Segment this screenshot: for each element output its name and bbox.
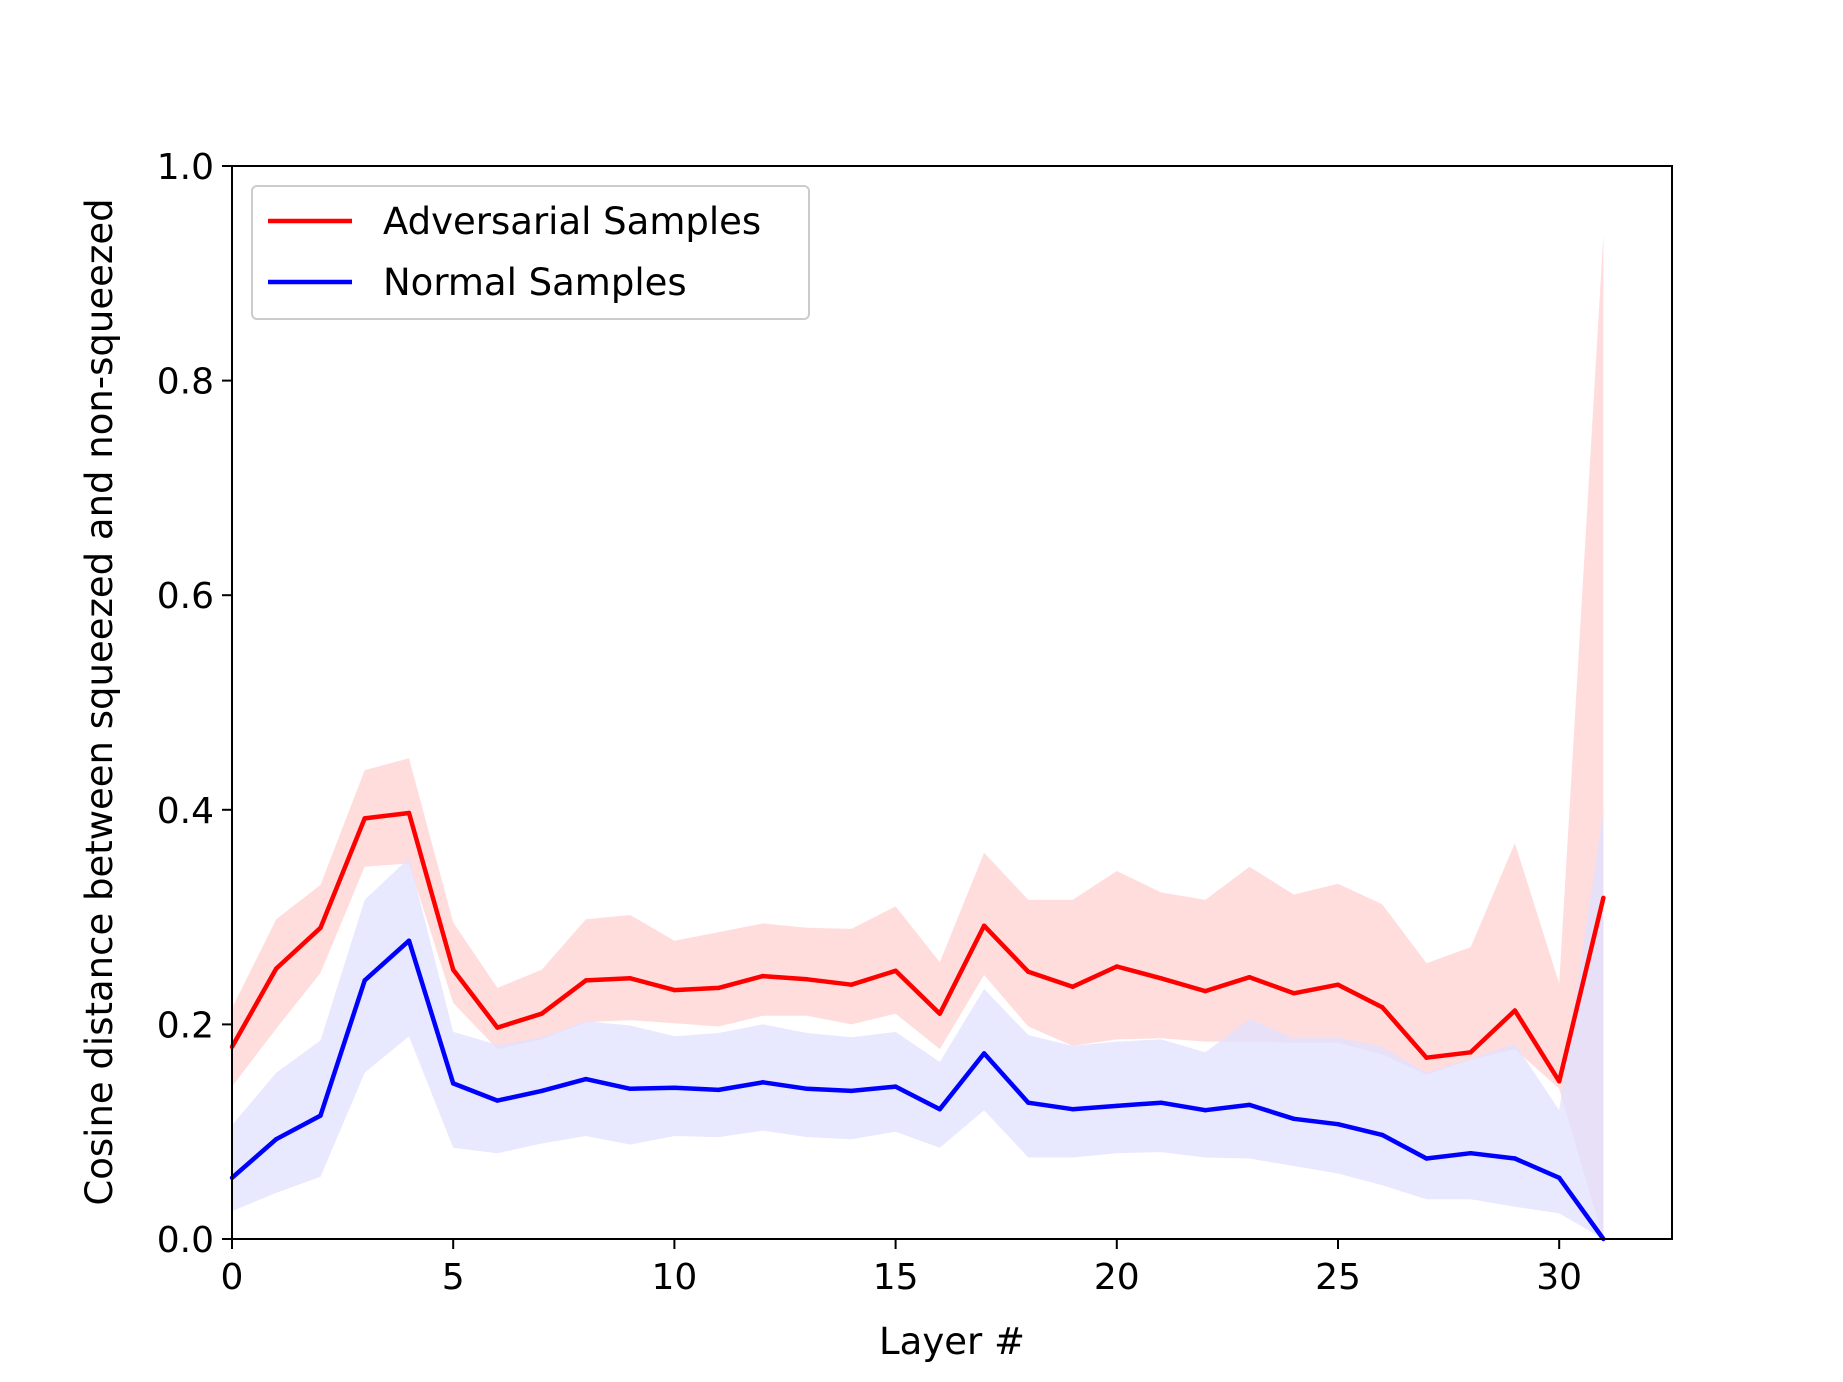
y-axis: 0.0 0.2 0.4 0.6 0.8 1.0 bbox=[157, 147, 232, 1261]
adversarial-samples-point bbox=[760, 973, 766, 979]
x-tick-label: 30 bbox=[1536, 1257, 1582, 1298]
adversarial-samples-point bbox=[1291, 991, 1297, 996]
y-tick-label: 0.4 bbox=[157, 791, 214, 832]
adversarial-samples-point bbox=[1380, 1005, 1385, 1010]
adversarial-samples-point bbox=[274, 966, 279, 971]
adversarial-samples-point bbox=[1026, 969, 1031, 974]
adversarial-samples-point bbox=[716, 985, 721, 991]
adversarial-samples-point bbox=[849, 982, 854, 987]
normal-samples-point bbox=[628, 1086, 633, 1092]
normal-samples-point bbox=[849, 1088, 854, 1094]
adversarial-samples-point bbox=[583, 978, 589, 983]
normal-samples-point bbox=[1026, 1100, 1031, 1105]
normal-samples-point bbox=[760, 1080, 766, 1085]
x-axis: 0 5 10 15 20 25 30 bbox=[221, 1239, 1582, 1298]
adversarial-samples-point bbox=[893, 968, 898, 973]
legend-label-normal-samples: Normal Samples bbox=[383, 261, 687, 304]
adversarial-samples-point bbox=[628, 976, 633, 981]
x-tick-label: 5 bbox=[442, 1257, 465, 1298]
legend: Adversarial Samples Normal Samples bbox=[251, 185, 810, 320]
normal-samples-point bbox=[1424, 1156, 1429, 1161]
normal-samples-point bbox=[1203, 1108, 1208, 1113]
normal-samples-point bbox=[583, 1076, 589, 1082]
y-axis-label: Cosine distance between squeezed and non… bbox=[78, 198, 121, 1205]
normal-samples-point bbox=[1380, 1132, 1385, 1138]
adversarial-samples-point bbox=[318, 925, 323, 930]
adversarial-samples-point bbox=[1512, 1008, 1518, 1013]
normal-samples-point bbox=[981, 1051, 987, 1056]
x-tick-label: 20 bbox=[1094, 1257, 1140, 1298]
normal-samples-point bbox=[672, 1085, 677, 1090]
normal-samples-point bbox=[539, 1088, 544, 1094]
adversarial-samples-point bbox=[1158, 976, 1164, 981]
adversarial-samples-point bbox=[495, 1025, 500, 1030]
adversarial-samples-point bbox=[1601, 895, 1606, 900]
x-tick-label: 25 bbox=[1315, 1257, 1361, 1298]
normal-samples-point bbox=[274, 1137, 279, 1142]
normal-samples-point bbox=[1557, 1175, 1562, 1181]
y-tick-label: 1.0 bbox=[157, 147, 214, 188]
normal-samples-point bbox=[1291, 1116, 1297, 1122]
adversarial-samples-point bbox=[1203, 988, 1208, 994]
x-axis-label: Layer # bbox=[879, 1320, 1025, 1363]
adversarial-samples-point bbox=[451, 967, 456, 972]
series-lines bbox=[229, 810, 1606, 1242]
y-tick-label: 0.0 bbox=[157, 1220, 214, 1261]
legend-box bbox=[251, 185, 810, 320]
adversarial-samples-point bbox=[1557, 1079, 1562, 1084]
plot-frame bbox=[231, 165, 1673, 1240]
x-tick-label: 10 bbox=[651, 1257, 697, 1298]
adversarial-samples-point bbox=[362, 816, 367, 821]
normal-samples-point bbox=[1468, 1151, 1473, 1156]
adversarial-samples-point bbox=[1424, 1055, 1429, 1060]
normal-samples-point bbox=[1114, 1103, 1120, 1109]
normal-samples-point bbox=[893, 1084, 898, 1089]
normal-samples-band bbox=[232, 809, 1604, 1239]
adversarial-samples-line bbox=[230, 810, 1606, 1084]
normal-samples-line bbox=[230, 938, 1606, 1241]
adversarial-samples-point bbox=[981, 923, 987, 928]
normal-samples-point bbox=[1512, 1156, 1518, 1161]
x-tick-label: 0 bbox=[221, 1257, 244, 1298]
x-tick-label: 15 bbox=[873, 1257, 919, 1298]
normal-samples-point bbox=[451, 1081, 456, 1086]
y-tick-label: 0.8 bbox=[157, 362, 214, 403]
adversarial-samples-point bbox=[1114, 964, 1120, 969]
normal-samples-point bbox=[495, 1098, 500, 1103]
legend-label-adversarial-samples: Adversarial Samples bbox=[383, 200, 761, 243]
adversarial-samples-point bbox=[1247, 975, 1252, 980]
normal-samples-point bbox=[937, 1107, 942, 1112]
normal-samples-point bbox=[804, 1086, 810, 1092]
adversarial-samples-point bbox=[406, 810, 412, 816]
adversarial-samples-point bbox=[937, 1011, 942, 1016]
adversarial-samples-point bbox=[539, 1011, 544, 1016]
adversarial-samples-point bbox=[672, 987, 677, 993]
y-tick-label: 0.2 bbox=[157, 1005, 214, 1046]
normal-samples-point bbox=[1070, 1107, 1075, 1112]
normal-samples-point bbox=[318, 1113, 323, 1118]
adversarial-samples-point bbox=[1335, 982, 1341, 987]
normal-samples-point bbox=[1158, 1100, 1164, 1105]
y-tick-label: 0.6 bbox=[157, 576, 214, 617]
normal-samples-point bbox=[716, 1087, 721, 1093]
normal-samples-point bbox=[1247, 1102, 1252, 1108]
adversarial-samples-point bbox=[1468, 1050, 1473, 1055]
normal-samples-point bbox=[1335, 1122, 1341, 1127]
normal-samples-point bbox=[362, 978, 367, 983]
adversarial-samples-point bbox=[1070, 984, 1075, 989]
normal-samples-point bbox=[406, 938, 412, 943]
adversarial-samples-point bbox=[804, 977, 810, 982]
